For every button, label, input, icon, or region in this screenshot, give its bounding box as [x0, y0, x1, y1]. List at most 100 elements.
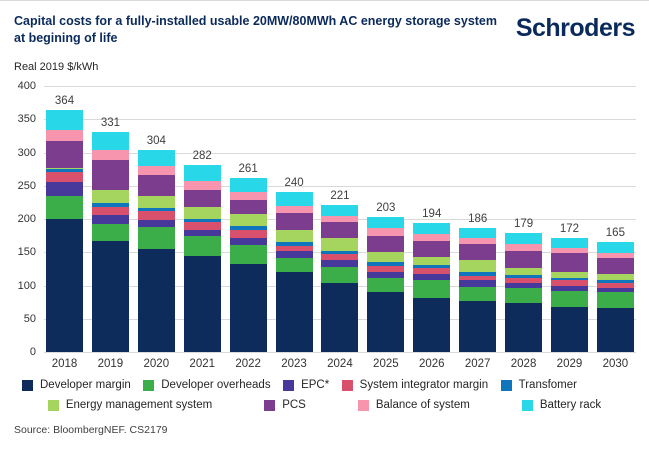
legend-label-balance-of-system: Balance of system [375, 399, 470, 411]
gridline-0 [44, 352, 636, 353]
segment-energy-management-system-2026 [413, 256, 451, 265]
legend-swatch-developer-overheads-icon [143, 379, 155, 391]
bar-2030: 165 2030 [596, 227, 634, 370]
gridline-300 [44, 152, 636, 154]
legend-label-battery-rack: Battery rack [539, 399, 602, 411]
x-tick-label-2019: 2019 [97, 358, 124, 370]
legend-label-transfomer: Transfomer [518, 379, 577, 391]
y-tick-label-350: 350 [17, 113, 36, 126]
y-tick-label-0: 0 [29, 346, 36, 358]
legend-item-developer-overheads: Developer overheads [143, 379, 271, 391]
segment-pcs-2026 [413, 240, 451, 257]
legend-swatch-balance-of-system-icon [357, 399, 369, 411]
segment-developer-margin-2025 [367, 291, 405, 352]
y-tick-label-300: 300 [17, 146, 36, 159]
y-axis-unit-label: Real 2019 $/kWh [14, 61, 99, 73]
segment-developer-overheads-2030 [596, 291, 634, 309]
segment-balance-of-system-2028 [505, 244, 543, 251]
segment-system-integrator-margin-2020 [137, 211, 175, 221]
legend-label-pcs: PCS [282, 399, 306, 411]
bar-stack-2026: 194 [413, 208, 451, 352]
bar-stack-2018: 364 [46, 95, 83, 352]
bar-2028: 179 2028 [505, 218, 543, 370]
segment-system-integrator-margin-2025 [367, 266, 405, 272]
legend-item-epc: EPC* [283, 379, 329, 391]
segment-pcs-2020 [137, 174, 175, 196]
x-tick-label-2018: 2018 [51, 358, 78, 370]
bar-2026: 194 2026 [413, 208, 451, 370]
bar-2023: 240 2023 [275, 177, 313, 370]
segment-developer-overheads-2028 [505, 287, 543, 303]
bar-stack-2029: 172 [550, 223, 588, 352]
segment-epc-2030 [596, 287, 634, 292]
segment-developer-overheads-2026 [413, 280, 451, 299]
legend-item-balance-of-system: Balance of system [357, 399, 470, 411]
segment-developer-margin-2029 [550, 306, 588, 352]
legend-label-epc: EPC* [301, 379, 330, 391]
segment-transfomer-2028 [505, 274, 543, 279]
total-label-2029: 172 [559, 222, 580, 235]
segment-developer-margin-2028 [505, 302, 543, 352]
total-label-2028: 179 [513, 218, 534, 231]
segment-pcs-2027 [459, 243, 497, 261]
total-label-2027: 186 [468, 213, 488, 226]
plot-area: 0 50 100 150 200 250 300 350 400 364 2018 331 2019 30… [18, 80, 636, 370]
segment-epc-2029 [550, 285, 588, 291]
segment-system-integrator-margin-2019 [91, 207, 129, 216]
segment-battery-rack-2018 [46, 110, 83, 130]
bar-stack-2021: 282 [183, 150, 221, 352]
segment-developer-overheads-2020 [137, 227, 175, 249]
segment-developer-overheads-2025 [367, 277, 405, 292]
total-label-2021: 282 [192, 149, 212, 162]
bar-stack-2027: 186 [459, 213, 497, 352]
schroders-logo: Schroders [515, 14, 636, 42]
x-tick-label-2025: 2025 [373, 358, 399, 370]
segment-energy-management-system-2029 [550, 271, 588, 278]
bar-stack-2019: 331 [91, 117, 129, 352]
segment-developer-overheads-2019 [91, 224, 129, 241]
segment-epc-2020 [137, 220, 175, 227]
segment-developer-margin-2024 [321, 282, 359, 352]
bar-2025: 203 2025 [367, 202, 405, 370]
bar-2024: 221 2024 [321, 190, 359, 370]
segment-energy-management-system-2021 [183, 207, 221, 220]
segment-developer-margin-2022 [229, 263, 267, 352]
segment-transfomer-2025 [367, 262, 405, 267]
total-label-2020: 304 [146, 134, 166, 147]
x-tick-label-2030: 2030 [602, 358, 629, 370]
legend-swatch-battery-rack-icon [521, 399, 533, 411]
chart-title: Capital costs for a fully-installed usab… [14, 14, 497, 46]
legend: Developer margin Developer overheads EPC* S… [0, 379, 649, 411]
gridline-350 [44, 119, 636, 121]
segment-energy-management-system-2022 [229, 214, 267, 227]
segment-transfomer-2023 [275, 241, 313, 246]
y-tick-label-50: 50 [23, 312, 36, 325]
segment-developer-overheads-2022 [229, 244, 267, 264]
legend-swatch-system-integrator-margin-icon [341, 379, 353, 391]
segment-battery-rack-2019 [91, 131, 129, 150]
segment-energy-management-system-2018 [46, 167, 83, 170]
y-tick-label-100: 100 [17, 279, 36, 292]
x-tick-label-2027: 2027 [464, 358, 491, 370]
segment-battery-rack-2025 [367, 217, 405, 229]
segment-epc-2027 [459, 280, 497, 287]
segment-developer-margin-2026 [413, 298, 451, 352]
segment-developer-overheads-2027 [459, 286, 497, 301]
legend-swatch-epc-icon [283, 379, 295, 391]
segment-system-integrator-margin-2030 [596, 282, 634, 288]
legend-row-1: Developer margin Developer overheads EPC* S… [0, 379, 649, 391]
segment-balance-of-system-2030 [596, 252, 634, 259]
segment-epc-2028 [505, 282, 543, 288]
segment-developer-overheads-2018 [46, 195, 83, 219]
total-label-2024: 221 [330, 190, 350, 203]
segment-developer-overheads-2029 [550, 290, 588, 307]
segment-system-integrator-margin-2021 [183, 222, 221, 230]
segment-battery-rack-2027 [459, 228, 497, 239]
segment-balance-of-system-2024 [321, 216, 359, 223]
segment-developer-margin-2027 [459, 300, 497, 352]
segment-pcs-2023 [275, 213, 313, 231]
segment-developer-margin-2030 [596, 308, 634, 352]
bar-2020: 304 2020 [137, 135, 175, 370]
legend-item-system-integrator-margin: System integrator margin [341, 379, 489, 391]
legend-label-system-integrator-margin: System integrator margin [359, 379, 489, 391]
